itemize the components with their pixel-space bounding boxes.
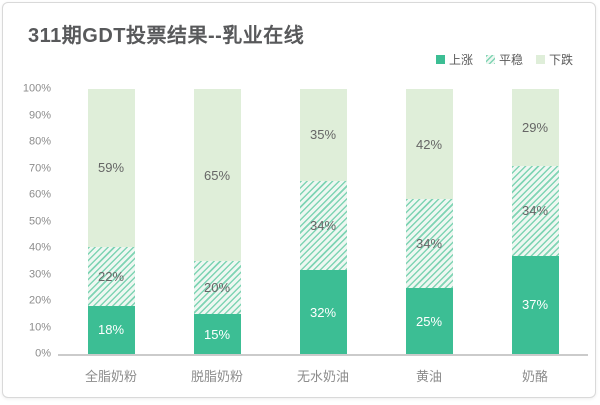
x-axis-label: 黄油 [415, 369, 442, 384]
bar-segment[interactable]: 34% [511, 165, 559, 256]
x-axis-label: 无水奶油 [296, 369, 349, 384]
chart-card: 311期GDT投票结果--乳业在线 上涨 平稳 下跌 0% 10% 20% 30% 40… [2, 2, 596, 398]
legend-label-stable: 平稳 [498, 53, 523, 67]
bar-segment[interactable]: 65% [193, 89, 241, 262]
data-label: 20% [203, 280, 231, 296]
x-axis-label: 全脂奶粉 [84, 369, 137, 384]
y-axis: 0% 10% 20% 30% 40% 50% 60% 70% 80% 90% 100% [0, 83, 51, 359]
y-axis-tick: 60% [28, 188, 51, 201]
x-axis-line [58, 354, 588, 356]
y-axis-tick: 100% [22, 82, 51, 95]
data-label: 25% [415, 313, 443, 329]
legend-item-fall[interactable]: 下跌 [535, 51, 573, 68]
x-axis-labels: 全脂奶粉 脱脂奶粉 无水奶油 黄油 奶酪 [58, 366, 588, 385]
y-axis-tick: 50% [28, 215, 51, 227]
plot-area: 0% 10% 20% 30% 40% 50% 60% 70% 80% 90% 100% 18% 22%… [23, 83, 588, 384]
bar-segment[interactable]: 32% [299, 270, 347, 354]
x-axis-label: 奶酪 [521, 369, 548, 384]
y-axis-tick: 0% [35, 347, 51, 360]
legend-swatch-stable [485, 55, 495, 64]
stacked-bar[interactable]: 37% 34% 29% [511, 89, 559, 354]
bar-column: 25% 34% 42% [376, 89, 482, 354]
y-axis-tick: 40% [28, 241, 51, 254]
bar-segment[interactable]: 34% [299, 180, 347, 271]
bar-segment[interactable]: 29% [511, 89, 559, 166]
data-label: 34% [521, 203, 549, 219]
bar-segment[interactable]: 34% [405, 199, 453, 289]
stacked-bar[interactable]: 18% 22% 59% [87, 89, 135, 354]
bar-segment[interactable]: 42% [405, 89, 453, 200]
data-label: 15% [203, 326, 231, 342]
bars-container: 18% 22% 59% 15% 20% 65% 32% 34% 35% 25% 34% 42% 37% 3… [58, 89, 588, 354]
bar-segment[interactable]: 18% [87, 305, 135, 354]
stacked-bar[interactable]: 25% 34% 42% [405, 89, 453, 354]
data-label: 29% [521, 119, 549, 135]
stacked-bar[interactable]: 32% 34% 35% [299, 89, 347, 354]
bar-column: 15% 20% 65% [164, 89, 270, 354]
legend-item-stable[interactable]: 平稳 [485, 51, 523, 68]
y-axis-tick: 20% [28, 294, 51, 307]
data-label: 32% [309, 304, 337, 320]
bar-column: 18% 22% 59% [58, 89, 164, 354]
bar-segment[interactable]: 22% [87, 246, 135, 306]
data-label: 35% [309, 127, 337, 143]
legend: 上涨 平稳 下跌 [435, 51, 573, 68]
bar-segment[interactable]: 59% [87, 89, 135, 247]
bar-column: 32% 34% 35% [270, 89, 376, 354]
x-axis-label: 脱脂奶粉 [190, 369, 243, 384]
data-label: 42% [415, 136, 443, 152]
legend-label-fall: 下跌 [548, 53, 573, 67]
bar-segment[interactable]: 37% [511, 255, 559, 354]
legend-label-rise: 上涨 [448, 53, 473, 67]
legend-swatch-rise [435, 55, 445, 64]
y-axis-tick: 30% [28, 268, 51, 280]
data-label: 65% [203, 167, 231, 183]
bar-segment[interactable]: 15% [193, 314, 241, 354]
legend-item-rise[interactable]: 上涨 [435, 51, 473, 68]
data-label: 18% [97, 322, 125, 338]
bar-segment[interactable]: 25% [405, 288, 453, 354]
legend-swatch-fall [535, 55, 545, 64]
data-label: 34% [309, 217, 337, 233]
data-label: 37% [521, 297, 549, 313]
bar-segment[interactable]: 20% [193, 261, 241, 315]
data-label: 22% [97, 268, 125, 284]
bar-column: 37% 34% 29% [482, 89, 588, 354]
y-axis-tick: 10% [28, 321, 51, 333]
data-label: 34% [415, 236, 443, 252]
y-axis-tick: 80% [28, 135, 51, 148]
chart-title: 311期GDT投票结果--乳业在线 [28, 25, 305, 47]
stacked-bar[interactable]: 15% 20% 65% [193, 89, 241, 354]
y-axis-tick: 90% [28, 109, 51, 121]
y-axis-tick: 70% [28, 162, 51, 174]
data-label: 59% [97, 160, 125, 176]
bar-segment[interactable]: 35% [299, 89, 347, 181]
